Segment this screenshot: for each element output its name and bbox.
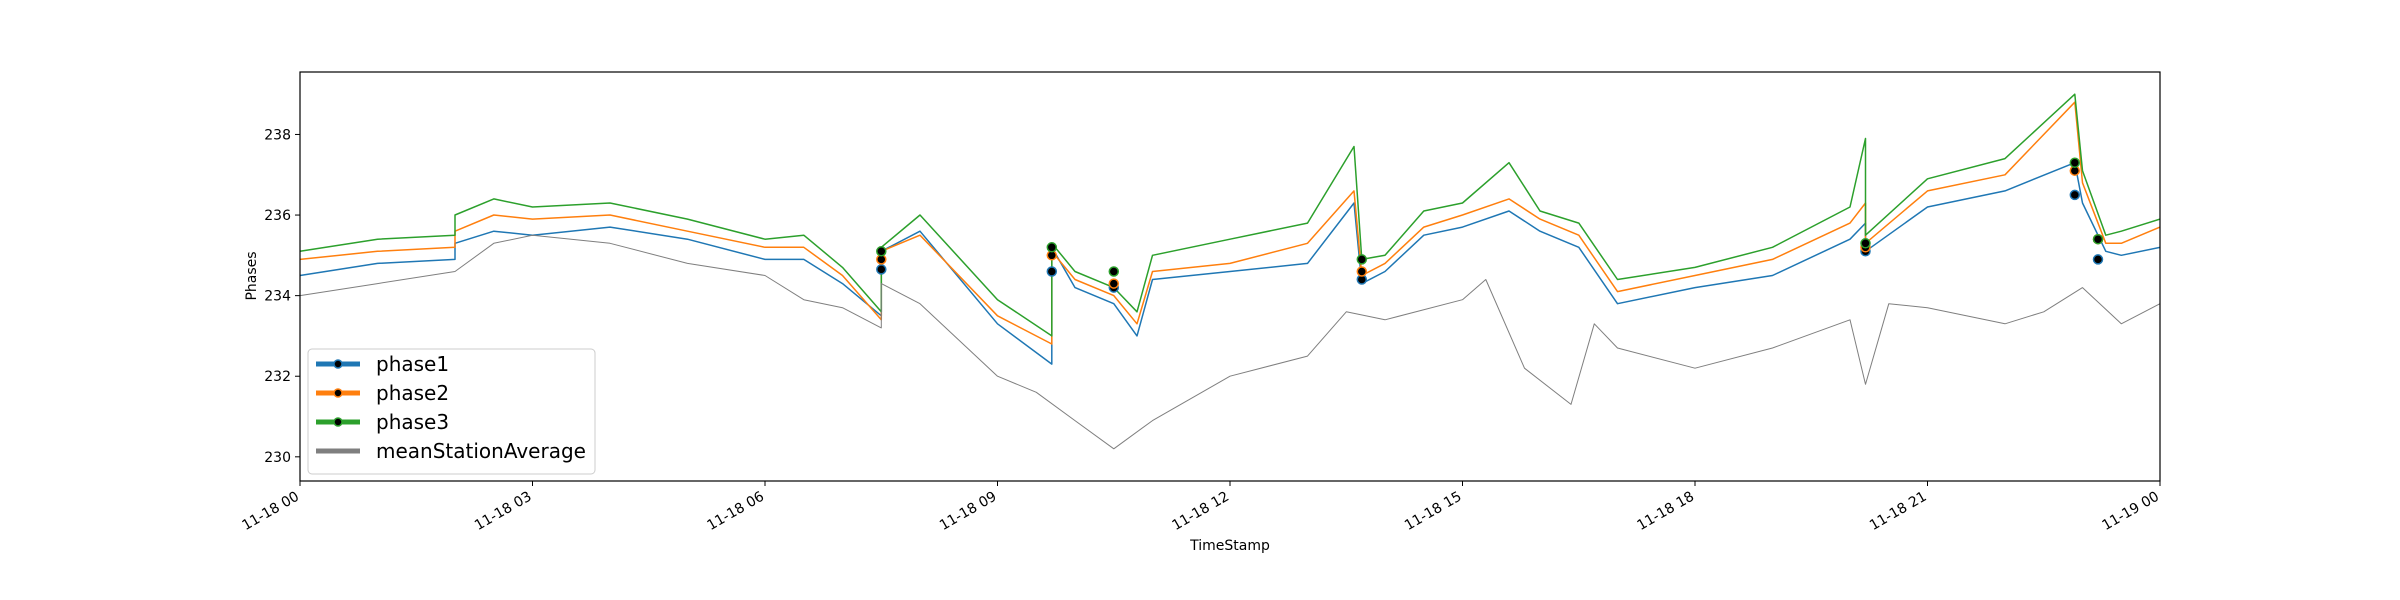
x-tick-label: 11-18 06 <box>704 489 767 534</box>
legend-frame <box>307 348 596 475</box>
x-tick-label: 11-18 18 <box>1634 489 1697 534</box>
x-tick-label: 11-18 09 <box>937 489 1000 534</box>
series-line-phase3 <box>299 93 2161 337</box>
x-tick-label: 11-18 00 <box>239 489 302 534</box>
legend-marker-phase3 <box>333 417 343 427</box>
x-tick-label: 11-18 21 <box>1867 489 1930 534</box>
x-tick-label: 11-18 03 <box>472 489 535 534</box>
legend: phase1 phase2 phase3 meanStationAverage <box>307 348 596 475</box>
marker-phase3 <box>876 246 887 257</box>
marker-phase1 <box>1046 266 1058 277</box>
marker-phase3 <box>2092 233 2104 245</box>
legend-label-meanStationAverage: meanStationAverage <box>376 439 586 463</box>
marker-phase1 <box>2069 189 2081 201</box>
marker-phase3 <box>1356 254 1368 265</box>
marker-phase3 <box>1860 238 1871 249</box>
y-axis: 230 232 234 236 238 <box>264 127 300 466</box>
series-line-phase2 <box>299 101 2161 345</box>
series-line-meanStationAverage <box>299 234 2161 450</box>
legend-label-phase1: phase1 <box>376 352 449 376</box>
y-tick-label: 232 <box>264 369 291 385</box>
legend-label-phase2: phase2 <box>376 381 449 405</box>
y-tick-label: 238 <box>264 127 291 143</box>
y-tick-label: 236 <box>264 208 291 224</box>
y-tick-label: 234 <box>264 289 291 305</box>
x-tick-label: 11-18 12 <box>1169 489 1232 534</box>
marker-phase3 <box>1046 242 1058 253</box>
x-tick-label: 11-18 15 <box>1402 489 1465 534</box>
y-tick-label: 230 <box>264 450 291 466</box>
marker-phase2 <box>1108 278 1120 289</box>
marker-layer <box>876 157 2104 293</box>
marker-phase1 <box>2092 254 2104 265</box>
legend-marker-phase1 <box>333 359 343 369</box>
legend-label-phase3: phase3 <box>376 410 449 434</box>
y-axis-label: Phases <box>244 251 260 300</box>
x-axis-label: TimeStamp <box>1189 538 1270 554</box>
marker-phase3 <box>2069 157 2081 168</box>
x-tick-label: 11-19 00 <box>2099 489 2162 534</box>
marker-phase1 <box>876 264 887 275</box>
legend-marker-phase2 <box>333 388 343 398</box>
marker-phase3 <box>1108 266 1120 277</box>
marker-phase2 <box>1356 266 1368 277</box>
x-axis: 11-18 00 11-18 03 11-18 06 11-18 09 11-18 12… <box>239 481 2162 534</box>
